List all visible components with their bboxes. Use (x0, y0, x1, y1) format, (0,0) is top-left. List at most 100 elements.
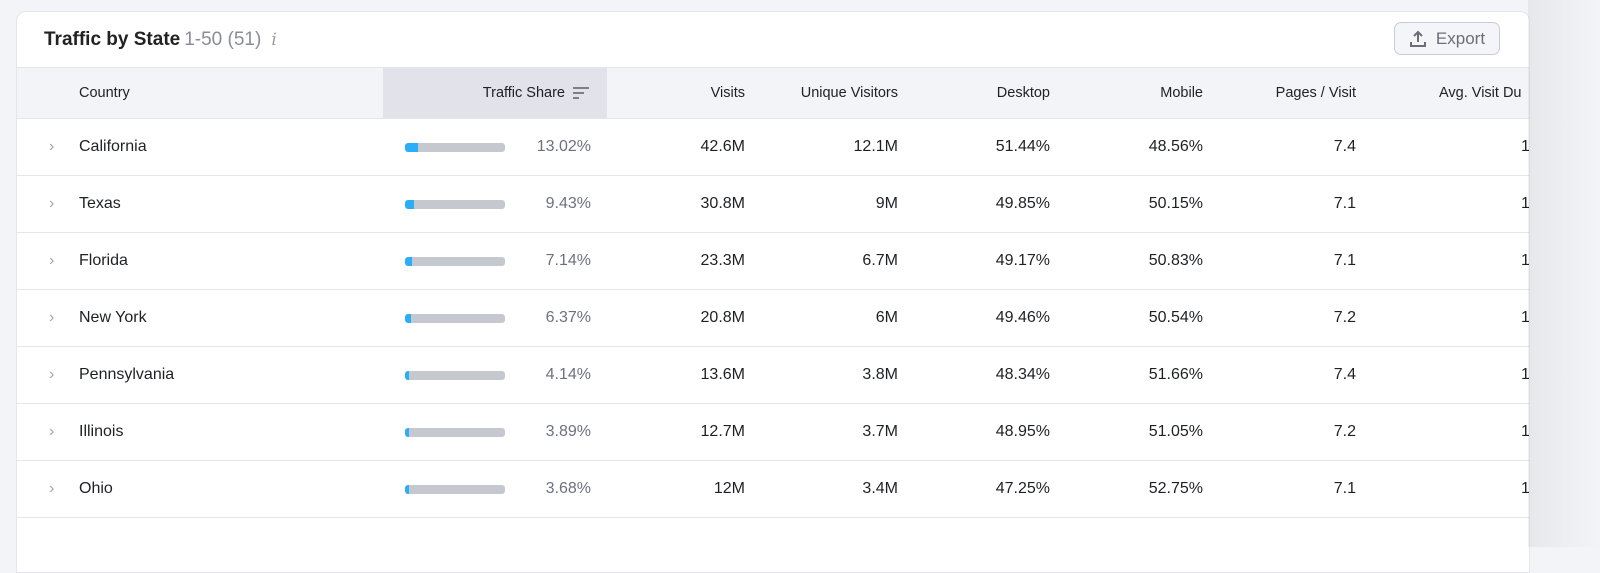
table-row[interactable]: › Illinois 3.89% 12.7M 3.7M 48.95% 51.05… (17, 404, 1530, 461)
table-row[interactable]: › Ohio 3.68% 12M 3.4M 47.25% 52.75% 7.1 … (17, 461, 1530, 518)
avg-visit-duration-cell: 1 (1521, 366, 1530, 383)
traffic-share-bar (405, 461, 505, 517)
chevron-right-icon[interactable]: › (49, 480, 55, 497)
avg-visit-duration-cell: 1 (1521, 480, 1530, 497)
upload-icon (1409, 30, 1426, 47)
desktop-cell: 48.95% (995, 423, 1050, 440)
unique-visitors-cell: 6M (875, 309, 898, 326)
chevron-right-icon[interactable]: › (49, 138, 55, 155)
info-icon[interactable]: i (271, 30, 277, 50)
avg-visit-duration-cell: 1 (1521, 423, 1530, 440)
unique-visitors-cell: 3.8M (862, 366, 898, 383)
visits-cell: 42.6M (700, 138, 745, 155)
mobile-cell: 50.15% (1148, 195, 1203, 212)
country-cell[interactable]: Ohio (79, 480, 113, 497)
visits-cell: 20.8M (700, 309, 745, 326)
col-desktop[interactable]: Desktop (996, 85, 1050, 101)
pages-visit-cell: 7.1 (1333, 480, 1356, 497)
country-cell[interactable]: California (79, 138, 147, 155)
pages-visit-cell: 7.4 (1333, 366, 1356, 383)
avg-visit-duration-cell: 1 (1521, 309, 1530, 326)
mobile-cell: 48.56% (1148, 138, 1203, 155)
export-label: Export (1435, 28, 1486, 48)
traffic-share-fill (405, 427, 409, 437)
pages-visit-cell: 7.4 (1333, 138, 1356, 155)
scroll-shadow (1528, 0, 1600, 547)
traffic-share-bar (405, 404, 505, 460)
traffic-share-cell: 13.02% (536, 138, 591, 155)
pages-visit-cell: 7.2 (1333, 309, 1356, 326)
visits-cell: 13.6M (700, 366, 745, 383)
country-cell[interactable]: Texas (79, 195, 121, 212)
unique-visitors-cell: 9M (875, 195, 898, 212)
desktop-cell: 48.34% (995, 366, 1050, 383)
col-avg-visit-duration[interactable]: Avg. Visit Du (1439, 85, 1522, 101)
avg-visit-duration-cell: 1 (1521, 138, 1530, 155)
table-row[interactable]: › Pennsylvania 4.14% 13.6M 3.8M 48.34% 5… (17, 347, 1530, 404)
visits-cell: 12.7M (700, 423, 745, 440)
unique-visitors-cell: 3.7M (862, 423, 898, 440)
country-cell[interactable]: Illinois (79, 423, 124, 440)
col-traffic-share-label: Traffic Share (482, 85, 565, 101)
visits-cell: 23.3M (700, 252, 745, 269)
pages-visit-cell: 7.1 (1333, 252, 1356, 269)
traffic-share-fill (405, 313, 412, 323)
traffic-share-fill (405, 484, 409, 494)
traffic-share-bar (405, 176, 505, 232)
mobile-cell: 50.54% (1148, 309, 1203, 326)
table-row[interactable]: › California 13.02% 42.6M 12.1M 51.44% 4… (17, 119, 1530, 176)
col-visits[interactable]: Visits (710, 85, 745, 101)
chevron-right-icon[interactable]: › (49, 195, 55, 212)
mobile-cell: 51.05% (1148, 423, 1203, 440)
result-range: 1-50 (51) (184, 29, 262, 50)
title-text: Traffic by State (44, 29, 181, 50)
col-pages-visit[interactable]: Pages / Visit (1275, 85, 1356, 101)
traffic-share-cell: 3.89% (545, 423, 591, 440)
col-unique-visitors[interactable]: Unique Visitors (800, 85, 898, 101)
traffic-share-fill (405, 142, 419, 152)
chevron-right-icon[interactable]: › (49, 366, 55, 383)
desktop-cell: 51.44% (995, 138, 1050, 155)
traffic-share-bar (405, 233, 505, 289)
table-header: Country Traffic Share Visits Unique Visi… (17, 67, 1529, 119)
col-country[interactable]: Country (79, 85, 130, 101)
traffic-share-bar (405, 290, 505, 346)
country-cell[interactable]: Florida (79, 252, 128, 269)
chevron-right-icon[interactable]: › (49, 423, 55, 440)
chevron-right-icon[interactable]: › (49, 309, 55, 326)
avg-visit-duration-cell: 1 (1521, 252, 1530, 269)
table-row[interactable]: › Florida 7.14% 23.3M 6.7M 49.17% 50.83%… (17, 233, 1530, 290)
sort-icon (573, 87, 589, 99)
visits-cell: 12M (713, 480, 745, 497)
traffic-share-cell: 3.68% (545, 480, 591, 497)
traffic-share-fill (405, 256, 413, 266)
country-cell[interactable]: Pennsylvania (79, 366, 175, 383)
traffic-share-cell: 6.37% (545, 309, 591, 326)
traffic-share-bar (405, 119, 505, 175)
export-button[interactable]: Export (1394, 22, 1500, 55)
traffic-share-fill (405, 199, 415, 209)
pages-visit-cell: 7.2 (1333, 423, 1356, 440)
unique-visitors-cell: 3.4M (862, 480, 898, 497)
chevron-right-icon[interactable]: › (49, 252, 55, 269)
visits-cell: 30.8M (700, 195, 745, 212)
pages-visit-cell: 7.1 (1333, 195, 1356, 212)
desktop-cell: 47.25% (995, 480, 1050, 497)
traffic-share-bar (405, 347, 505, 403)
country-cell[interactable]: New York (79, 309, 147, 326)
unique-visitors-cell: 12.1M (853, 138, 898, 155)
desktop-cell: 49.85% (995, 195, 1050, 212)
table-row[interactable] (17, 518, 1529, 572)
mobile-cell: 51.66% (1148, 366, 1203, 383)
mobile-cell: 52.75% (1148, 480, 1203, 497)
desktop-cell: 49.46% (995, 309, 1050, 326)
table-row[interactable]: › New York 6.37% 20.8M 6M 49.46% 50.54% … (17, 290, 1530, 347)
card-header: Traffic by State 1-50 (51) i Export (17, 12, 1529, 67)
table-row[interactable]: › Texas 9.43% 30.8M 9M 49.85% 50.15% 7.1… (17, 176, 1529, 233)
col-traffic-share[interactable]: Traffic Share (383, 68, 607, 118)
card-title: Traffic by State 1-50 (51) i (44, 29, 277, 51)
col-mobile[interactable]: Mobile (1160, 85, 1203, 101)
traffic-by-state-card: Traffic by State 1-50 (51) i Export Countr… (16, 11, 1530, 573)
desktop-cell: 49.17% (995, 252, 1050, 269)
mobile-cell: 50.83% (1148, 252, 1203, 269)
